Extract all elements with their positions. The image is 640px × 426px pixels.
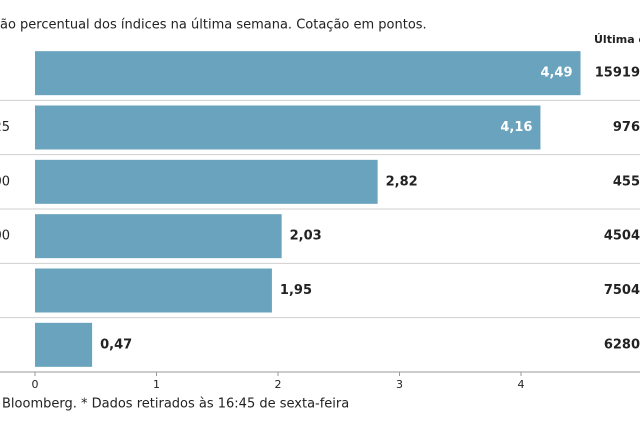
value-label: 2,82 xyxy=(386,174,418,189)
category-label: 00 xyxy=(0,229,10,244)
x-tick-label: 0 xyxy=(32,378,39,391)
last-close: 6280 xyxy=(604,337,640,352)
value-label: 4,16 xyxy=(500,120,532,135)
footer: Bloomberg. * Dados retirados às 16:45 de… xyxy=(2,397,349,412)
column-header: Última c xyxy=(594,33,640,46)
bar xyxy=(35,214,282,259)
last-close: 976 xyxy=(613,120,640,135)
x-tick-label: 4 xyxy=(518,378,525,391)
last-close: 455 xyxy=(613,174,640,189)
bar xyxy=(35,105,541,150)
last-close: 4504 xyxy=(604,229,640,244)
value-label: 4,49 xyxy=(540,66,572,81)
x-tick-label: 3 xyxy=(396,378,403,391)
value-label: 2,03 xyxy=(290,229,322,244)
bar xyxy=(35,322,93,367)
value-label: 0,47 xyxy=(100,337,132,352)
last-close: 15919 xyxy=(595,66,640,81)
bar xyxy=(35,51,581,96)
chart-title: ão percentual dos índices na última sema… xyxy=(0,18,427,33)
x-tick-label: 2 xyxy=(275,378,282,391)
x-tick-label: 1 xyxy=(153,378,160,391)
category-label: 25 xyxy=(0,120,10,135)
value-label: 1,95 xyxy=(280,283,312,298)
bar xyxy=(35,159,378,204)
last-close: 7504 xyxy=(604,283,640,298)
category-label: 600 xyxy=(0,174,10,189)
bar xyxy=(35,268,272,313)
